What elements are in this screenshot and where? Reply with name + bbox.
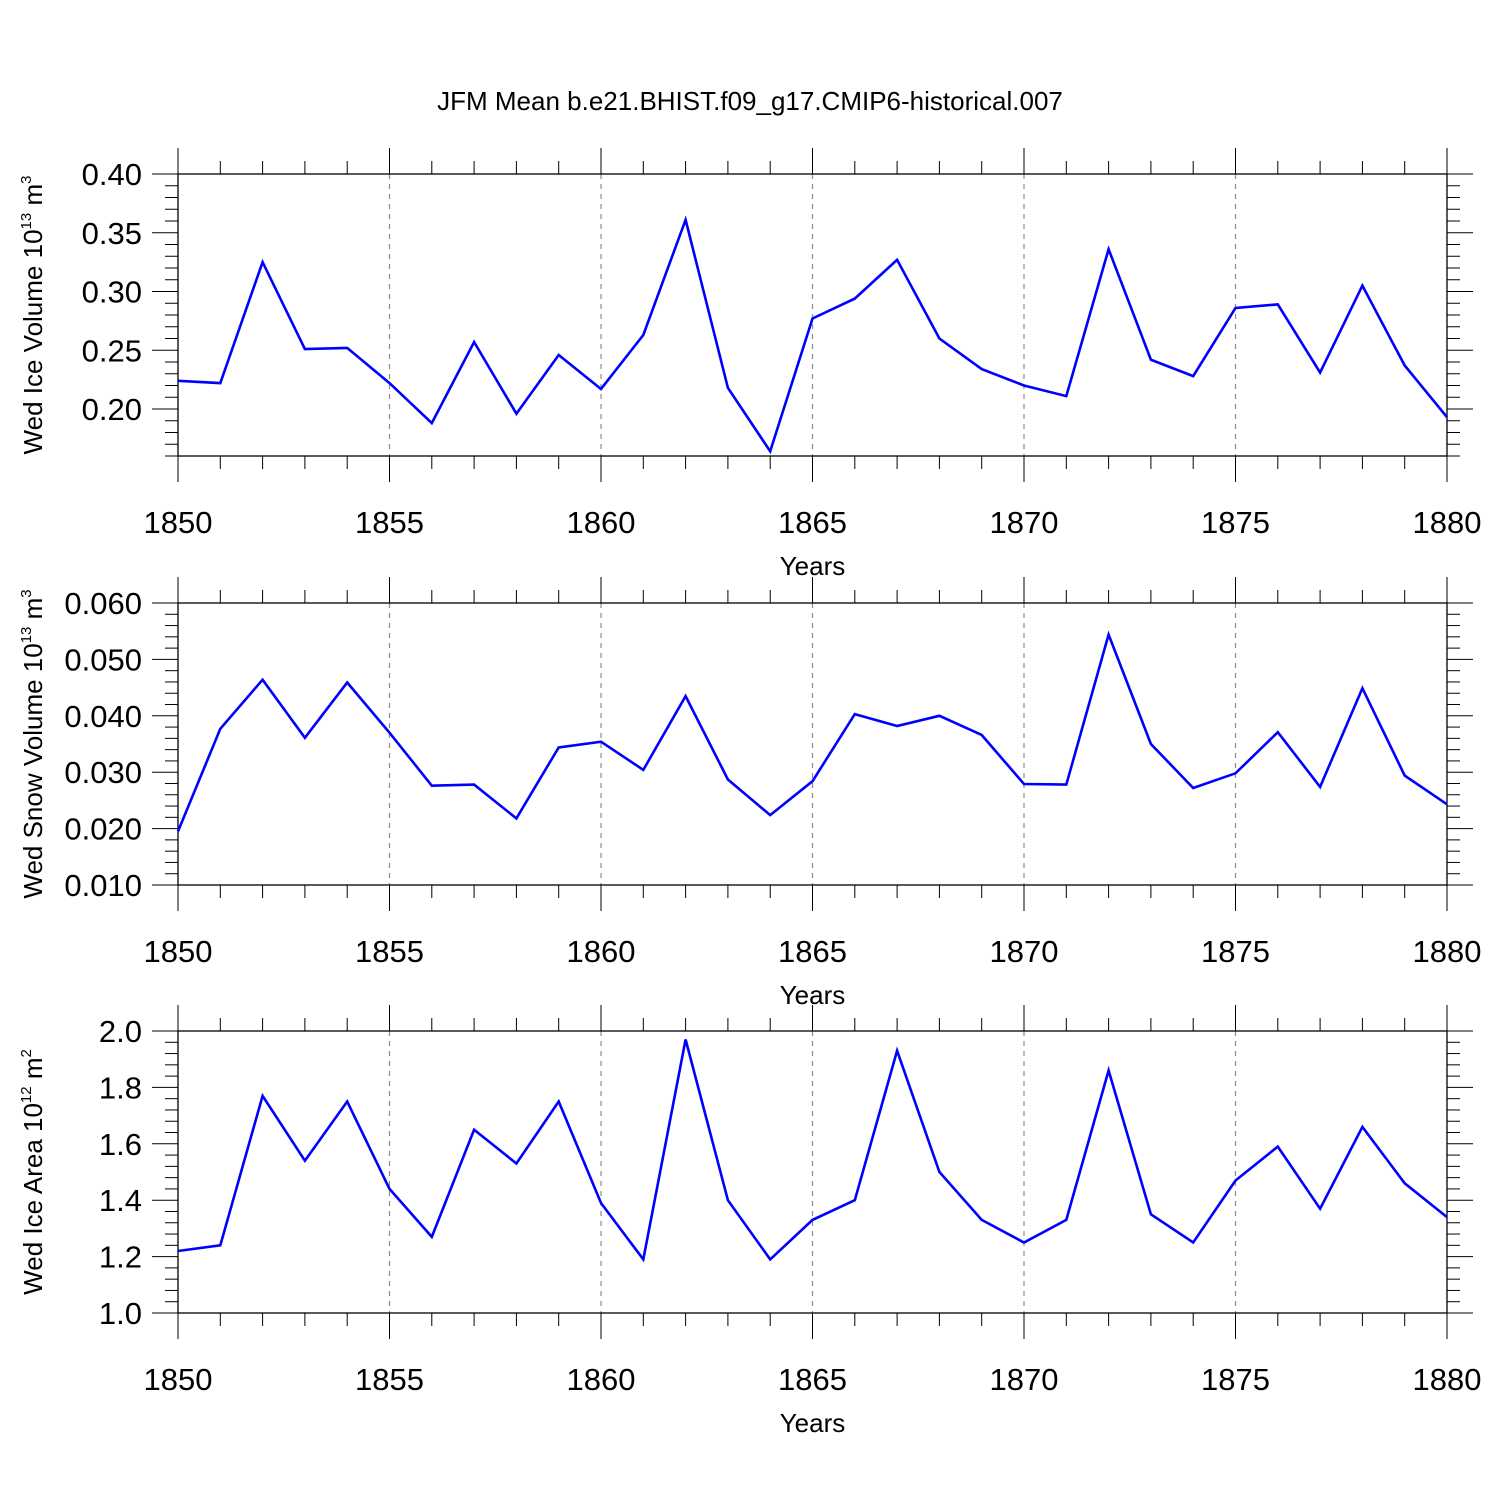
y-axis-title: Wed Ice Volume 1013 m3 <box>18 176 48 455</box>
x-tick-label: 1880 <box>1413 1362 1482 1397</box>
panel-3: 1.0 1.2 1.4 1.6 1.8 2.0 1850 1855 1860 1865 1870 18… <box>18 1005 1481 1438</box>
x-tick-label: 1860 <box>567 934 636 969</box>
x-tick-label: 1875 <box>1201 1362 1270 1397</box>
x-tick-label: 1855 <box>355 505 424 540</box>
y-tick-label: 0.35 <box>82 216 142 251</box>
y-axis-title: Wed Ice Area 1012 m2 <box>18 1049 48 1295</box>
x-tick-label: 1880 <box>1413 934 1482 969</box>
y-tick-label: 0.20 <box>82 392 142 427</box>
x-tick-label: 1855 <box>355 934 424 969</box>
x-tick-label: 1870 <box>990 505 1059 540</box>
x-tick-label: 1860 <box>567 505 636 540</box>
y-tick-label: 0.25 <box>82 333 142 368</box>
chart-title: JFM Mean b.e21.BHIST.f09_g17.CMIP6-histo… <box>437 86 1063 116</box>
panel-2: 0.010 0.020 0.030 0.040 0.050 0.060 1850 1855 18… <box>18 577 1481 1010</box>
x-tick-label: 1875 <box>1201 505 1270 540</box>
x-tick-label: 1860 <box>567 1362 636 1397</box>
y-axis-title: Wed Snow Volume 1013 m3 <box>18 589 48 898</box>
x-tick-label: 1850 <box>144 1362 213 1397</box>
series-line <box>177 215 1449 455</box>
panels-group: 0.20 0.25 0.30 0.35 0.40 1850 1855 1860 1865 1870… <box>18 148 1481 1438</box>
y-tick-label: 1.6 <box>99 1127 142 1162</box>
y-tick-label: 1.2 <box>99 1240 142 1275</box>
x-tick-label: 1855 <box>355 1362 424 1397</box>
y-tick-label: 0.40 <box>82 157 142 192</box>
series-line <box>176 630 1448 832</box>
x-tick-label: 1865 <box>778 505 847 540</box>
series-line <box>177 1039 1448 1263</box>
x-tick-label: 1865 <box>778 934 847 969</box>
panel-1: 0.20 0.25 0.30 0.35 0.40 1850 1855 1860 1865 1870… <box>18 148 1481 581</box>
y-tick-label: 1.0 <box>99 1296 142 1331</box>
y-tick-label: 0.030 <box>64 755 142 790</box>
x-tick-label: 1850 <box>144 934 213 969</box>
y-tick-label: 1.4 <box>99 1183 142 1218</box>
x-tick-label: 1880 <box>1413 505 1482 540</box>
y-tick-label: 1.8 <box>99 1070 142 1105</box>
x-tick-label: 1875 <box>1201 934 1270 969</box>
x-tick-label: 1870 <box>990 1362 1059 1397</box>
x-axis-title: Years <box>780 1408 846 1438</box>
x-tick-label: 1850 <box>144 505 213 540</box>
y-tick-label: 0.30 <box>82 275 142 310</box>
y-tick-label: 0.050 <box>64 642 142 677</box>
x-tick-label: 1865 <box>778 1362 847 1397</box>
x-tick-label: 1870 <box>990 934 1059 969</box>
y-tick-label: 0.010 <box>64 868 142 903</box>
y-tick-label: 0.060 <box>64 586 142 621</box>
y-tick-label: 0.040 <box>64 699 142 734</box>
x-axis-title: Years <box>780 551 846 581</box>
y-tick-label: 0.020 <box>64 812 142 847</box>
y-tick-label: 2.0 <box>99 1014 142 1049</box>
